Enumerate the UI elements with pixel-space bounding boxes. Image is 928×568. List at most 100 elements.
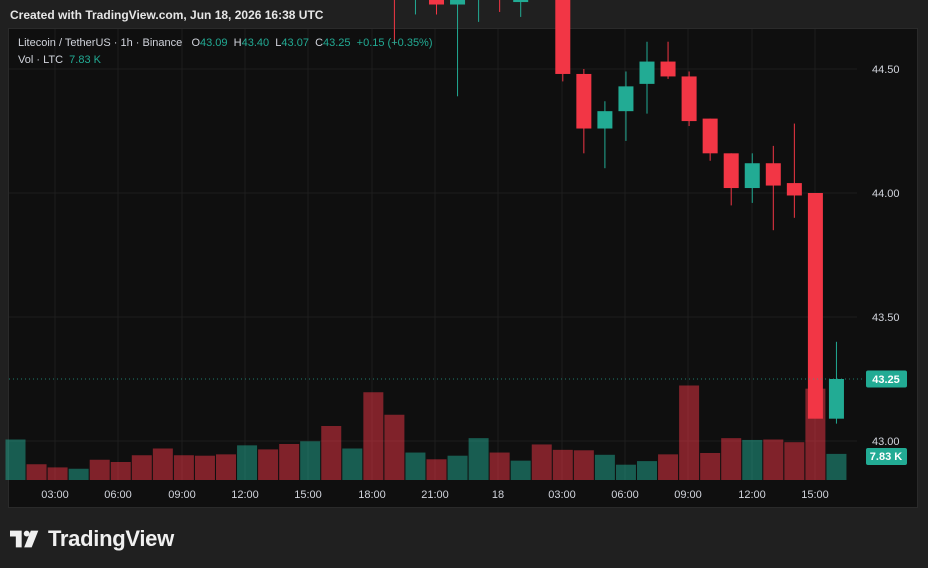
candle-body xyxy=(744,163,760,189)
volume-bar xyxy=(615,464,636,480)
candle-body xyxy=(429,0,444,5)
volume-bar xyxy=(552,449,573,480)
time-tick-label: 15:00 xyxy=(294,489,322,501)
chart-legend: Litecoin / TetherUS · 1h · Binance O43.0… xyxy=(18,35,433,69)
candle xyxy=(807,193,823,419)
candle-body xyxy=(618,86,634,112)
created-with-caption: Created with TradingView.com, Jun 18, 20… xyxy=(10,8,324,22)
candle-body xyxy=(723,153,739,189)
time-tick-label: 18 xyxy=(492,489,504,501)
volume-bar xyxy=(5,439,26,480)
volume-bar xyxy=(489,452,510,480)
legend-symbol[interactable]: Litecoin / TetherUS · 1h · Binance xyxy=(18,37,183,49)
candle-body xyxy=(450,0,466,5)
legend-close-label: C xyxy=(315,37,324,49)
candle xyxy=(723,153,739,206)
volume-bar xyxy=(826,453,847,480)
price-tick-label: 44.50 xyxy=(872,64,900,76)
candle-body xyxy=(660,61,676,77)
volume-bar xyxy=(510,460,531,480)
candle-body xyxy=(807,193,823,419)
volume-bar xyxy=(679,385,700,480)
candle-body xyxy=(576,73,592,129)
volume-bar xyxy=(173,455,194,480)
volume-bar xyxy=(216,454,236,480)
candle-body xyxy=(786,183,802,196)
time-tick-label: 12:00 xyxy=(231,489,259,501)
time-tick-label: 18:00 xyxy=(358,489,386,501)
time-tick-label: 12:00 xyxy=(738,489,766,501)
volume-bar xyxy=(573,450,594,480)
candle xyxy=(828,341,844,424)
legend-volume-row: Vol · LTC 7.83 K xyxy=(18,52,433,69)
legend-change: +0.15 (+0.35%) xyxy=(356,37,433,49)
volume-tag-text: 7.83 K xyxy=(870,451,902,463)
candles xyxy=(393,0,844,424)
volume-bar xyxy=(152,448,173,480)
time-tick-label: 03:00 xyxy=(41,489,69,501)
candle xyxy=(555,0,571,82)
candle-body xyxy=(681,76,697,122)
volume-bar xyxy=(594,454,615,480)
candle xyxy=(414,0,416,15)
volume-bar xyxy=(700,453,721,480)
chart-panel[interactable] xyxy=(8,28,918,508)
legend-volume-label[interactable]: Vol · LTC xyxy=(18,54,64,66)
legend-low-label: L xyxy=(275,37,282,49)
candle xyxy=(499,0,501,12)
legend-open-label: O xyxy=(191,37,201,49)
volume-bar xyxy=(426,459,447,480)
legend-ohlc-row: Litecoin / TetherUS · 1h · Binance O43.0… xyxy=(18,35,433,52)
candle xyxy=(597,101,613,169)
legend-close-value: 43.25 xyxy=(323,37,351,49)
legend-low-value: 43.07 xyxy=(281,37,309,49)
candle-body xyxy=(555,0,571,74)
legend-volume-value: 7.83 K xyxy=(69,54,101,66)
candle xyxy=(618,71,634,141)
volume-bar xyxy=(763,439,784,480)
legend-open-value: 43.09 xyxy=(200,37,228,49)
candle xyxy=(478,0,480,22)
volume-bar xyxy=(68,468,89,480)
legend-high-label: H xyxy=(233,37,242,49)
candle xyxy=(765,145,781,231)
volume-bars xyxy=(5,385,847,480)
candle xyxy=(702,118,718,161)
volume-bar xyxy=(26,464,47,480)
volume-bar xyxy=(721,438,742,480)
volume-bar xyxy=(110,462,131,480)
tradingview-logo[interactable]: TradingView xyxy=(10,526,174,552)
time-tick-label: 09:00 xyxy=(674,489,702,501)
candle xyxy=(744,153,760,203)
time-tick-label: 06:00 xyxy=(104,489,132,501)
candle xyxy=(429,0,444,15)
candle-body xyxy=(828,379,844,419)
legend-high-value: 43.40 xyxy=(241,37,270,49)
candle xyxy=(513,0,529,17)
chart-grid xyxy=(9,29,857,480)
volume-bar xyxy=(342,448,363,480)
time-tick-label: 03:00 xyxy=(548,489,576,501)
volume-bar xyxy=(447,455,468,480)
candle-body xyxy=(597,111,613,129)
candle xyxy=(393,0,395,45)
candle xyxy=(660,41,676,79)
candle-body xyxy=(702,118,718,154)
volume-bar xyxy=(194,455,215,480)
candle xyxy=(576,69,592,154)
time-axis: 03:00 06:00 09:00 12:00 15:00 18:00 21:00 18 03:… xyxy=(41,489,829,501)
tradingview-brand-text: TradingView xyxy=(48,526,174,551)
candle xyxy=(450,0,466,97)
time-tick-label: 15:00 xyxy=(801,489,829,501)
candle-body xyxy=(639,61,655,84)
candle xyxy=(639,41,655,114)
volume-bar xyxy=(89,459,110,480)
price-tick-label: 44.00 xyxy=(872,188,900,200)
candle-body xyxy=(765,163,781,186)
volume-bar xyxy=(47,467,68,480)
volume-bar xyxy=(405,452,426,480)
volume-bar xyxy=(363,392,384,480)
candle xyxy=(681,71,697,127)
